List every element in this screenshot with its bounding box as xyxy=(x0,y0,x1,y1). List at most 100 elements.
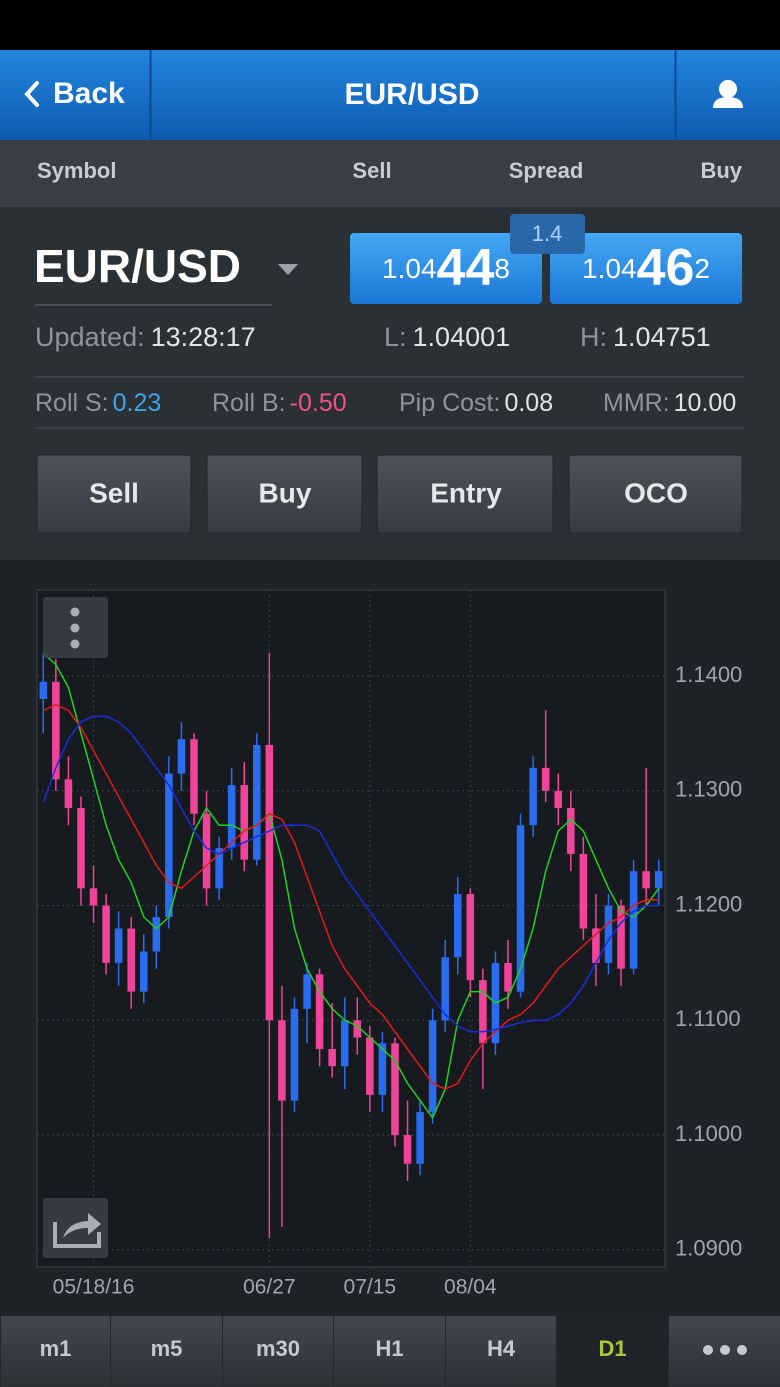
candle-body xyxy=(567,808,575,854)
tab-bg xyxy=(111,1316,222,1387)
candle-body xyxy=(353,1020,362,1038)
dot xyxy=(703,1345,713,1355)
candle-body xyxy=(202,813,211,889)
candle-body xyxy=(52,681,60,780)
moving-average xyxy=(42,703,659,1090)
tab-label: m5 xyxy=(151,1336,183,1361)
candle-body xyxy=(428,1020,437,1113)
candle-body xyxy=(89,888,98,906)
button-bg xyxy=(350,233,542,304)
timeframe-tab[interactable]: m5 xyxy=(111,1316,222,1387)
button-bg xyxy=(206,454,363,534)
candle-body xyxy=(177,739,186,774)
back-label: Back xyxy=(53,77,125,110)
tab-bg xyxy=(223,1316,333,1387)
nav-bar xyxy=(0,50,780,140)
dropdown-caret xyxy=(278,264,298,275)
timeframe-tab[interactable]: D1 xyxy=(557,1316,668,1387)
y-tick-label: 1.1000 xyxy=(675,1121,742,1146)
candle-body xyxy=(290,1008,299,1101)
pip-cost: Pip Cost: 0.08 xyxy=(399,389,553,417)
timeframe-tab[interactable]: H4 xyxy=(446,1316,556,1387)
buy-price-button[interactable]: 1.04462 xyxy=(550,233,742,304)
button-label: Entry xyxy=(430,477,502,508)
candle-body xyxy=(529,767,537,826)
sell-button[interactable]: Sell xyxy=(36,454,192,534)
candle-body xyxy=(139,951,148,992)
symbol-selector[interactable]: EUR/USD xyxy=(34,240,298,306)
tab-label: H1 xyxy=(375,1336,403,1361)
button-label: OCO xyxy=(624,477,688,508)
candle-body xyxy=(554,790,563,809)
tab-bg xyxy=(446,1316,556,1387)
candle-body xyxy=(391,1043,399,1136)
candle-body xyxy=(265,744,274,1021)
dot xyxy=(70,639,80,649)
candle-body xyxy=(253,744,261,860)
candle-body xyxy=(39,681,48,700)
button-bg xyxy=(550,233,742,304)
candle-body xyxy=(604,905,613,963)
timeframe-tab[interactable]: m1 xyxy=(1,1316,110,1387)
button-bg xyxy=(568,454,743,534)
sell-price: 1.04448 xyxy=(382,239,510,297)
candle-body xyxy=(215,848,223,889)
buy-price: 1.04462 xyxy=(582,239,710,297)
candle-body xyxy=(642,871,650,889)
buy-button[interactable]: Buy xyxy=(206,454,363,534)
candle-body xyxy=(328,1048,336,1067)
account-button[interactable] xyxy=(713,80,743,108)
candle-body xyxy=(366,1037,374,1095)
oco-button[interactable]: OCO xyxy=(568,454,743,534)
candle-body xyxy=(378,1043,387,1095)
button-bg xyxy=(36,454,192,534)
candle-body xyxy=(466,894,475,981)
spread: 1.4 xyxy=(532,221,563,246)
x-tick-label: 08/04 xyxy=(444,1276,497,1299)
candle-body xyxy=(303,974,311,1009)
candle-body xyxy=(64,779,73,809)
chart-menu-button[interactable] xyxy=(43,597,108,658)
candle-body xyxy=(541,767,550,791)
candle-body xyxy=(592,928,600,963)
tab-label: m30 xyxy=(256,1336,300,1361)
y-tick-label: 1.1400 xyxy=(675,662,742,687)
candle-body xyxy=(453,894,462,958)
button-label: Sell xyxy=(89,477,139,508)
high: H: 1.04751 xyxy=(580,322,711,352)
button-bg xyxy=(376,454,554,534)
back-icon xyxy=(24,81,39,107)
candle-body xyxy=(629,871,638,969)
candle-body xyxy=(654,871,663,889)
column-label: Symbol xyxy=(37,158,116,183)
candle-body xyxy=(315,974,324,1049)
x-tick-label: 05/18/16 xyxy=(53,1276,135,1299)
share-button[interactable] xyxy=(43,1198,108,1258)
timeframe-tab[interactable]: H1 xyxy=(334,1316,445,1387)
mmr: MMR: 10.00 xyxy=(603,389,736,417)
candle-body xyxy=(340,1020,349,1067)
entry-button[interactable]: Entry xyxy=(376,454,554,534)
user-head xyxy=(719,80,737,98)
y-tick-label: 1.1200 xyxy=(675,891,742,916)
updated: Updated: 13:28:17 xyxy=(35,322,256,352)
symbol: EUR/USD xyxy=(34,240,241,292)
y-tick-label: 1.1300 xyxy=(675,777,742,802)
candle-body xyxy=(504,962,512,992)
timeframe-tabs: m1 m5 m30 H1 H4 D1 xyxy=(1,1316,668,1387)
tab-label: D1 xyxy=(598,1336,626,1361)
candle-body xyxy=(278,1020,286,1101)
timeframe-tab[interactable]: m30 xyxy=(223,1316,333,1387)
nav-title: EUR/USD xyxy=(344,78,479,111)
sell-price-button[interactable]: 1.04448 xyxy=(350,233,542,304)
candle-body xyxy=(165,773,173,918)
tab-bg xyxy=(557,1316,668,1387)
candle-body xyxy=(102,905,110,963)
back-button[interactable]: Back xyxy=(24,77,125,110)
y-tick-label: 1.1100 xyxy=(675,1006,741,1031)
more-button[interactable] xyxy=(669,1316,780,1387)
candle-body xyxy=(127,928,135,992)
tab-label: m1 xyxy=(40,1336,72,1361)
low: L: 1.04001 xyxy=(384,322,510,352)
